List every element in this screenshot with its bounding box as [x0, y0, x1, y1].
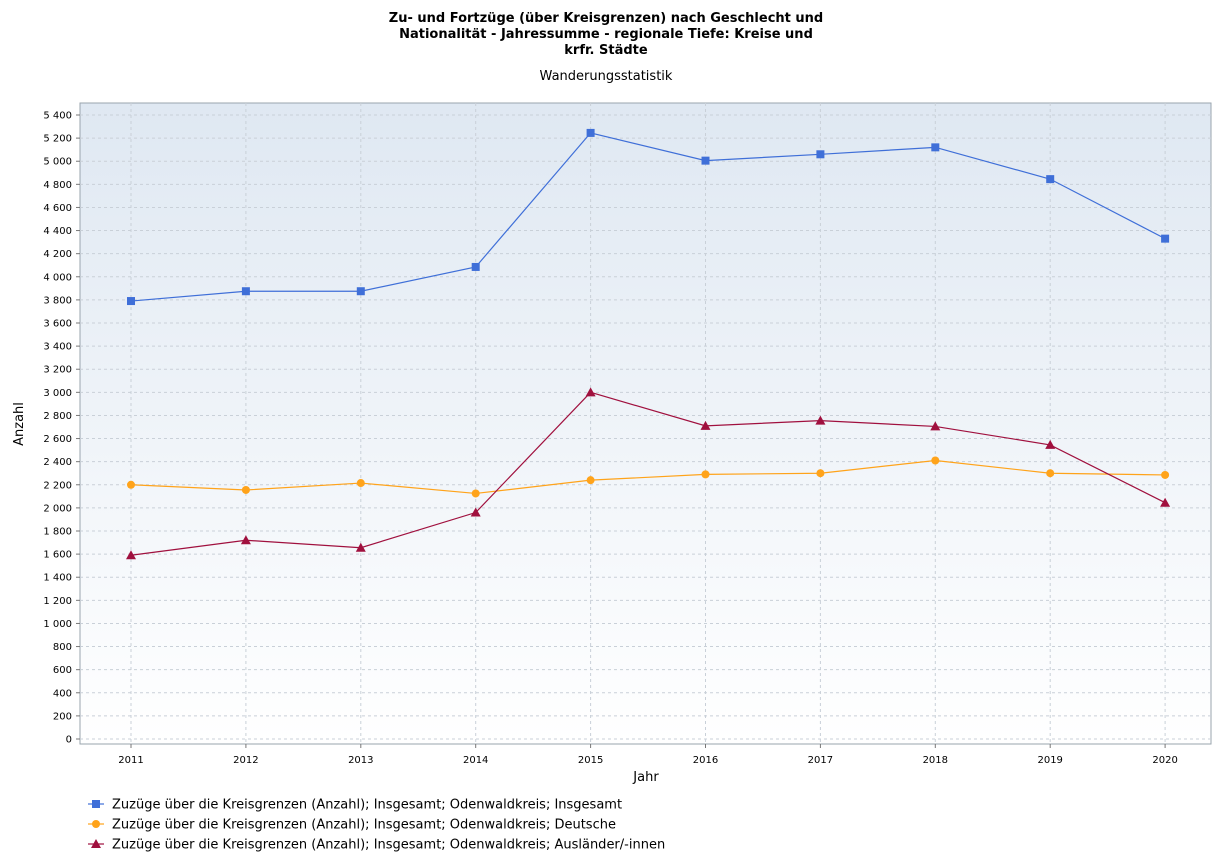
chart-title-line-3: krfr. Städte — [564, 43, 648, 58]
y-tick-label: 4 800 — [43, 180, 72, 191]
y-tick-label: 5 400 — [43, 111, 72, 122]
legend-marker — [92, 820, 100, 828]
legend-marker — [91, 839, 101, 848]
data-point — [356, 479, 365, 488]
legend-item: Zuzüge über die Kreisgrenzen (Anzahl); I… — [88, 798, 622, 813]
data-point — [1046, 469, 1055, 478]
data-point — [471, 262, 480, 271]
x-tick-label: 2018 — [923, 755, 948, 766]
series-line — [130, 391, 1166, 556]
legend-label: Zuzüge über die Kreisgrenzen (Anzahl); I… — [112, 818, 616, 833]
data-point — [816, 469, 825, 478]
y-tick-label: 1 000 — [43, 619, 72, 630]
series-line — [130, 132, 1166, 302]
y-tick-label: 0 — [66, 735, 72, 746]
series-3 — [126, 387, 1171, 560]
y-tick-label: 4 200 — [43, 249, 72, 260]
y-tick-label: 200 — [53, 711, 72, 722]
y-tick-label: 2 600 — [43, 434, 72, 445]
data-point — [931, 456, 940, 465]
data-point — [1161, 234, 1170, 243]
data-point — [700, 420, 711, 430]
series-1 — [127, 128, 1170, 306]
grid-lines — [80, 103, 1211, 744]
data-point — [126, 550, 136, 560]
y-tick-label: 2 200 — [43, 480, 72, 491]
y-tick-label: 4 000 — [43, 272, 72, 283]
chart-title-line-2: Nationalität - Jahressumme - regionale T… — [399, 27, 813, 42]
data-point — [586, 128, 595, 137]
y-tick-label: 2 400 — [43, 457, 72, 468]
y-tick-label: 400 — [53, 688, 72, 699]
x-tick-label: 2015 — [578, 755, 603, 766]
legend-label: Zuzüge über die Kreisgrenzen (Anzahl); I… — [112, 838, 665, 853]
series-2 — [127, 456, 1170, 498]
data-point — [127, 297, 135, 306]
x-tick-label: 2020 — [1152, 755, 1177, 766]
y-tick-label: 5 000 — [43, 157, 72, 168]
y-tick-label: 1 800 — [43, 527, 72, 538]
data-point — [701, 156, 710, 165]
data-point — [241, 485, 250, 494]
legend-item: Zuzüge über die Kreisgrenzen (Anzahl); I… — [88, 818, 616, 833]
data-point — [471, 489, 480, 498]
y-tick-label: 4 600 — [43, 203, 72, 214]
legend-marker — [92, 800, 100, 808]
y-axis: 0 200 400 600 800 1 000 1 200 1 400 1 600 1 800 2 … — [43, 111, 80, 746]
x-tick-label: 2017 — [808, 755, 833, 766]
y-tick-label: 600 — [53, 665, 72, 676]
chart-subtitle: Wanderungsstatistik — [540, 69, 673, 84]
series-line — [130, 459, 1166, 495]
series-lines — [126, 128, 1171, 560]
data-point — [815, 415, 826, 425]
x-tick-label: 2016 — [693, 755, 718, 766]
y-tick-label: 2 800 — [43, 411, 72, 422]
y-tick-label: 3 600 — [43, 319, 72, 330]
data-point — [1160, 497, 1171, 507]
data-point — [1161, 470, 1170, 479]
plot-area — [79, 102, 1212, 745]
data-point — [701, 470, 710, 479]
y-tick-label: 3 000 — [43, 388, 72, 399]
data-point — [356, 287, 365, 296]
legend: Zuzüge über die Kreisgrenzen (Anzahl); I… — [88, 798, 665, 853]
legend-item: Zuzüge über die Kreisgrenzen (Anzahl); I… — [88, 838, 665, 853]
y-tick-label: 5 200 — [43, 134, 72, 145]
y-tick-label: 3 400 — [43, 342, 72, 353]
x-axis: 2011 2012 2013 2014 2015 2016 2017 2018 2019 2020 — [118, 744, 1178, 766]
x-axis-label: Jahr — [632, 770, 659, 785]
data-point — [127, 480, 135, 489]
chart-title-line-1: Zu- und Fortzüge (über Kreisgrenzen) nac… — [389, 11, 823, 26]
data-point — [355, 542, 366, 552]
legend-label: Zuzüge über die Kreisgrenzen (Anzahl); I… — [112, 798, 622, 813]
data-point — [1046, 175, 1055, 184]
x-tick-label: 2011 — [118, 755, 143, 766]
data-point — [931, 143, 940, 152]
y-tick-label: 4 400 — [43, 226, 72, 237]
data-point — [470, 507, 481, 517]
y-tick-label: 1 600 — [43, 550, 72, 561]
x-tick-label: 2014 — [463, 755, 488, 766]
y-tick-label: 1 200 — [43, 596, 72, 607]
data-point — [930, 421, 941, 431]
data-point — [585, 387, 596, 397]
data-point — [1045, 439, 1056, 449]
data-point — [816, 150, 825, 159]
data-point — [586, 476, 595, 485]
y-tick-label: 3 200 — [43, 365, 72, 376]
x-tick-label: 2019 — [1037, 755, 1062, 766]
y-axis-label: Anzahl — [12, 402, 27, 446]
x-tick-label: 2012 — [233, 755, 258, 766]
x-tick-label: 2013 — [348, 755, 373, 766]
data-point — [240, 535, 251, 545]
y-tick-label: 3 800 — [43, 295, 72, 306]
y-tick-label: 2 000 — [43, 503, 72, 514]
y-tick-label: 1 400 — [43, 573, 72, 584]
y-tick-label: 800 — [53, 642, 72, 653]
data-point — [241, 287, 250, 296]
